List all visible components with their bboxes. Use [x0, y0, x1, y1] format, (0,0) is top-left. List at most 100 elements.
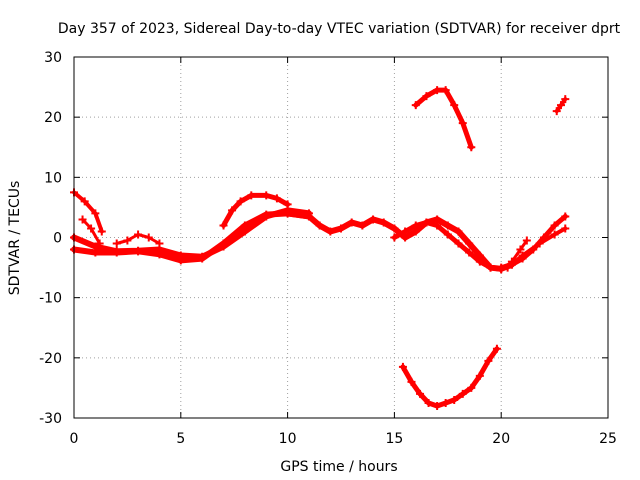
data-point — [522, 236, 531, 245]
data-point — [219, 221, 228, 230]
data-point — [78, 215, 87, 224]
data-point — [557, 101, 566, 110]
data-point — [272, 194, 281, 203]
data-point — [535, 239, 544, 248]
data-point — [219, 239, 228, 248]
data-point — [379, 218, 388, 227]
data-point — [503, 263, 512, 272]
data-point — [407, 377, 416, 386]
data-point — [398, 362, 407, 371]
data-point — [369, 215, 378, 224]
x-tick-label: 0 — [70, 431, 79, 447]
data-point — [484, 356, 493, 365]
data-point — [454, 227, 463, 236]
x-tick-label: 5 — [176, 431, 185, 447]
data-point — [155, 239, 164, 248]
data-point — [228, 206, 237, 215]
data-point — [134, 247, 143, 256]
data-point — [561, 212, 570, 221]
x-axis-label: GPS time / hours — [280, 459, 397, 475]
y-tick-label: 20 — [44, 110, 62, 126]
y-tick-label: -30 — [39, 411, 62, 427]
y-tick-label: -10 — [39, 291, 62, 307]
data-point — [123, 236, 132, 245]
data-point — [467, 383, 476, 392]
data-point — [358, 221, 367, 230]
x-tick-label: 15 — [385, 431, 403, 447]
data-point — [87, 224, 96, 233]
y-axis-label: SDTVAR / TECUs — [7, 181, 23, 296]
data-point — [262, 210, 271, 219]
data-point — [424, 398, 433, 407]
data-point — [262, 191, 271, 200]
data-point — [337, 224, 345, 233]
data-point — [458, 389, 467, 398]
data-point — [401, 227, 410, 236]
data-point — [91, 209, 100, 218]
data-traces — [70, 86, 570, 410]
data-point — [422, 218, 431, 227]
data-point — [240, 221, 249, 230]
plot-frame — [73, 56, 609, 419]
x-tick-label: 25 — [599, 431, 617, 447]
data-point — [134, 230, 143, 239]
data-point — [467, 143, 476, 152]
data-point — [454, 239, 463, 248]
data-point — [443, 221, 452, 230]
data-point — [198, 254, 207, 263]
data-point — [97, 227, 106, 236]
data-point — [112, 248, 121, 257]
data-point — [561, 95, 570, 104]
data-point — [326, 227, 335, 236]
x-tick-label: 20 — [492, 431, 510, 447]
data-point — [80, 197, 89, 206]
chart-title: Day 357 of 2023, Sidereal Day-to-day VTE… — [58, 21, 621, 37]
data-point — [390, 224, 399, 233]
data-point — [416, 389, 425, 398]
data-point — [176, 256, 185, 265]
tick-labels: 0 5 10 15 20 25 -30 -20 -10 0 10 20 30 — [39, 50, 617, 447]
data-point — [475, 371, 484, 380]
data-point — [561, 224, 570, 233]
data-point — [422, 92, 431, 101]
data-point — [516, 245, 525, 254]
y-tick-label: 30 — [44, 50, 62, 66]
data-point — [315, 221, 324, 230]
data-point — [443, 230, 452, 239]
x-tick-label: 10 — [279, 431, 297, 447]
data-point — [486, 263, 495, 272]
data-point — [283, 200, 292, 209]
data-point — [155, 250, 164, 259]
data-point — [347, 218, 356, 227]
data-point — [465, 248, 474, 257]
data-point — [390, 233, 399, 242]
data-point — [433, 221, 442, 230]
data-point — [458, 119, 467, 128]
data-point — [433, 401, 442, 410]
data-point — [441, 398, 450, 407]
data-point — [550, 230, 559, 239]
data-point — [91, 248, 100, 257]
y-tick-label: -20 — [39, 351, 62, 367]
data-point — [492, 344, 501, 353]
data-point — [236, 197, 245, 206]
y-tick-label: 0 — [53, 231, 62, 247]
data-point — [411, 101, 420, 110]
data-point — [450, 395, 459, 404]
data-point — [450, 101, 459, 110]
data-point — [465, 239, 474, 248]
data-point — [441, 86, 450, 95]
series-trace-1 — [72, 190, 104, 234]
data-point — [247, 191, 256, 200]
data-point — [144, 233, 153, 242]
series-trace-14 — [400, 346, 500, 409]
data-point — [518, 251, 527, 260]
data-point — [411, 221, 420, 230]
data-point — [304, 212, 313, 221]
data-point — [475, 257, 484, 266]
data-point — [283, 209, 292, 218]
data-point — [433, 86, 442, 95]
data-point — [550, 221, 559, 230]
